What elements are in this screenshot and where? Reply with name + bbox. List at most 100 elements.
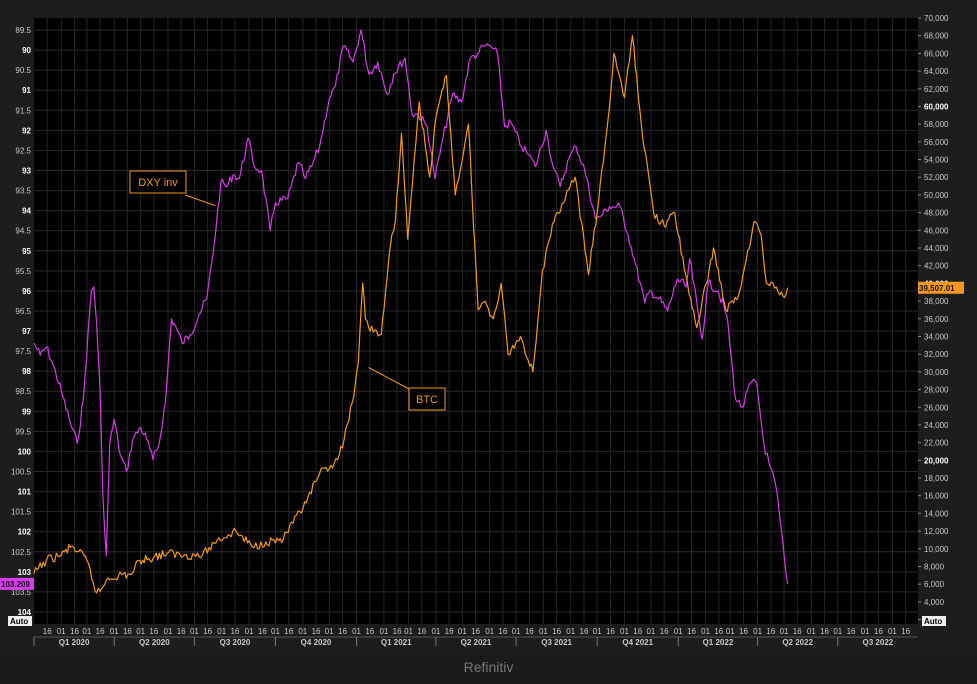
- x-day-label: 16: [766, 627, 775, 636]
- left-tick-label: 98.5: [15, 387, 31, 396]
- left-tick-label: 100.5: [11, 467, 32, 476]
- left-tick-label: 96.5: [15, 307, 31, 316]
- x-day-label: 01: [136, 627, 145, 636]
- x-day-label: 01: [646, 627, 655, 636]
- x-day-label: 16: [393, 627, 402, 636]
- x-day-label: 16: [230, 627, 239, 636]
- dxy-callout-box: [129, 170, 187, 194]
- x-day-label: 16: [445, 627, 454, 636]
- left-tick-label: 103.5: [11, 588, 32, 597]
- left-axis: 89.5 90 90.5 91 91.5 92 92.5 93 93.5 94 94.5 95 95.5…: [0, 26, 34, 626]
- right-tick-label: 8,000: [924, 562, 945, 571]
- x-day-label: 01: [82, 627, 91, 636]
- right-tick-label: 58,000: [924, 120, 949, 129]
- x-day-label: 01: [298, 627, 307, 636]
- right-tick-label: 64,000: [924, 67, 949, 76]
- left-tick-label: 94.5: [15, 227, 31, 236]
- right-tick-label: 28,000: [924, 386, 949, 395]
- x-day-label: 01: [861, 627, 870, 636]
- right-tick-label: 18,000: [924, 474, 949, 483]
- left-tick-label: 99: [22, 407, 31, 416]
- x-day-label: 16: [258, 627, 267, 636]
- x-day-label: 01: [780, 627, 789, 636]
- right-tick-label: 22,000: [924, 439, 949, 448]
- right-tick-label: 66,000: [924, 49, 949, 58]
- x-day-label: 01: [458, 627, 467, 636]
- left-tick-label: 94: [22, 207, 31, 216]
- right-tick-label: 38,000: [924, 297, 949, 306]
- right-tick-label: 56,000: [924, 138, 949, 147]
- x-day-label: 16: [96, 627, 105, 636]
- left-tick-label: 91: [22, 86, 31, 95]
- left-tick-label: 95.5: [15, 267, 31, 276]
- left-tick-label: 102: [18, 528, 32, 537]
- x-quarter-label: Q1 2021: [381, 638, 412, 647]
- x-quarter-label: Q3 2020: [220, 638, 251, 647]
- left-tick-label: 97: [22, 327, 31, 336]
- right-tick-label: 10,000: [924, 545, 949, 554]
- btc-value-box: [918, 281, 964, 294]
- x-day-label: 01: [888, 627, 897, 636]
- x-axis: 16 01 16 01 16 01 16 01 16 01 16 01 16 01 16 01 16 01 16 01…: [33, 627, 918, 647]
- left-tick-label: 100: [18, 447, 32, 456]
- x-quarter-label: Q2 2022: [782, 638, 813, 647]
- right-tick-label: 20,000: [924, 456, 949, 465]
- x-day-label: 16: [660, 627, 669, 636]
- right-tick-label: 62,000: [924, 85, 949, 94]
- right-tick-label: 26,000: [924, 403, 949, 412]
- x-day-label: 01: [753, 627, 762, 636]
- series-line-dxy-inv: [33, 29, 789, 584]
- x-quarter-label: Q2 2021: [461, 638, 492, 647]
- left-tick-label: 99.5: [15, 427, 31, 436]
- x-day-label: 01: [620, 627, 629, 636]
- left-tick-label: 91.5: [15, 106, 31, 115]
- x-day-label: 16: [525, 627, 534, 636]
- x-day-label: 16: [901, 627, 910, 636]
- x-day-label: 16: [552, 627, 561, 636]
- left-tick-label: 102.5: [11, 548, 32, 557]
- x-day-label: 01: [512, 627, 521, 636]
- btc-callout-box: [408, 387, 446, 411]
- x-day-label: 01: [726, 627, 735, 636]
- left-tick-label: 103: [18, 568, 32, 577]
- x-day-label: 16: [338, 627, 347, 636]
- right-tick-label: 42,000: [924, 262, 949, 271]
- right-axis: 70,000 68,000 66,000 64,000 62,000 60,000 58,0…: [918, 14, 964, 626]
- x-day-label: 16: [714, 627, 723, 636]
- right-tick-label: 46,000: [924, 226, 949, 235]
- right-auto-box-label: Auto: [924, 617, 942, 626]
- right-tick-label: 14,000: [924, 509, 949, 518]
- right-auto-box: [922, 616, 946, 626]
- dxy-callout-line: [184, 194, 216, 207]
- right-tick-label: 32,000: [924, 350, 949, 359]
- dxy-callout-label: DXY inv: [138, 177, 178, 189]
- x-day-label: 01: [164, 627, 173, 636]
- x-quarter-label: Q1 2022: [703, 638, 734, 647]
- x-day-label: 16: [820, 627, 829, 636]
- btc-current-value: 39,507.01: [919, 284, 955, 293]
- right-tick-label: 44,000: [924, 244, 949, 253]
- dxy-value-box: [0, 577, 34, 590]
- right-tick-label: 48,000: [924, 209, 949, 218]
- right-tick-label: 68,000: [924, 32, 949, 41]
- left-tick-label: 96: [22, 287, 31, 296]
- left-tick-label: 98: [22, 367, 31, 376]
- x-day-label: 01: [431, 627, 440, 636]
- left-tick-label: 90: [22, 46, 31, 55]
- x-day-label: 16: [580, 627, 589, 636]
- x-day-label: 16: [498, 627, 507, 636]
- left-auto-box-label: Auto: [10, 617, 28, 626]
- right-tick-label: 34,000: [924, 332, 949, 341]
- x-day-label: 01: [110, 627, 119, 636]
- series-line-btc: [33, 35, 789, 594]
- btc-callout-line: [368, 367, 410, 390]
- right-tick-label: 12,000: [924, 527, 949, 536]
- x-day-label: 16: [793, 627, 802, 636]
- x-day-label: 16: [284, 627, 293, 636]
- left-tick-label: 92: [22, 126, 31, 135]
- left-tick-label: 89.5: [15, 26, 31, 35]
- x-day-label: 16: [606, 627, 615, 636]
- right-tick-label: 30,000: [924, 368, 949, 377]
- x-day-label: 01: [833, 627, 842, 636]
- annotations: DXY inv BTC: [129, 170, 446, 411]
